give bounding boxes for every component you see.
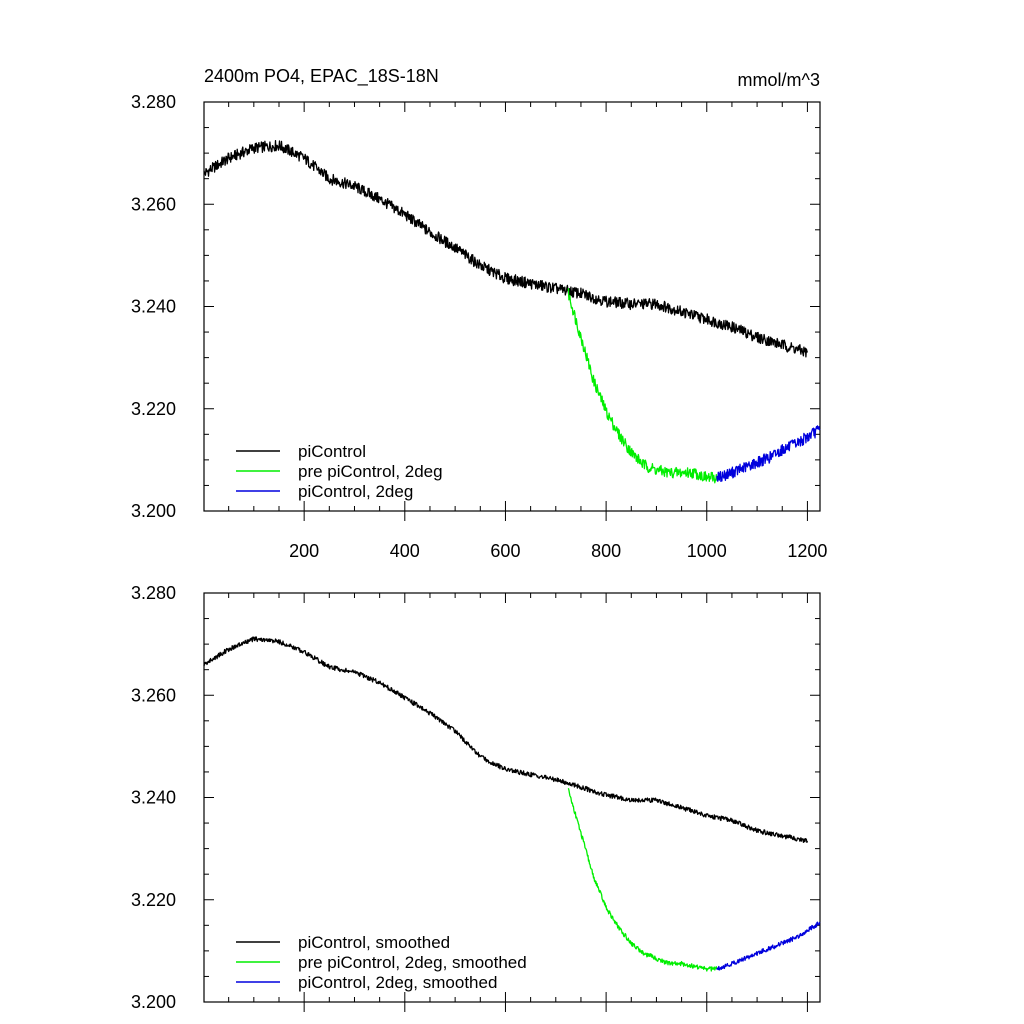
y-tick-label: 3.220 (131, 890, 176, 910)
x-tick-label: 600 (490, 541, 520, 561)
units-label: mmol/m^3 (738, 70, 820, 90)
y-tick-label: 3.200 (131, 992, 176, 1012)
legend-entry: pre piControl, 2deg, smoothed (298, 953, 527, 972)
y-tick-label: 3.220 (131, 399, 176, 419)
x-tick-label: 400 (390, 541, 420, 561)
y-tick-label: 3.200 (131, 501, 176, 521)
x-tick-label: 1000 (687, 541, 727, 561)
series-line (567, 788, 718, 972)
legend-entry: piControl, 2deg, smoothed (298, 973, 497, 992)
y-tick-label: 3.240 (131, 297, 176, 317)
plot-frame (203, 101, 821, 512)
y-tick-label: 3.260 (131, 194, 176, 214)
x-tick-label: 200 (289, 541, 319, 561)
x-tick-label: 1200 (787, 541, 827, 561)
x-tick-label: 800 (591, 541, 621, 561)
legend-entry: piControl (298, 442, 366, 461)
series-line (716, 425, 821, 482)
panel-smoothed: 3.200 3.220 3.240 3.260 3.280 piControl, smoo… (131, 583, 821, 1012)
series-line (567, 288, 718, 484)
series-line (716, 921, 821, 971)
chart-title: 2400m PO4, EPAC_18S-18N (204, 66, 439, 87)
plot-frame (203, 592, 821, 1003)
y-tick-label: 3.240 (131, 788, 176, 808)
legend-entry: pre piControl, 2deg (298, 462, 443, 481)
legend-entry: piControl, smoothed (298, 933, 450, 952)
y-tick-label: 3.280 (131, 583, 176, 603)
series-line (203, 139, 809, 358)
legend-entry: piControl, 2deg (298, 482, 413, 501)
y-tick-label: 3.280 (131, 92, 176, 112)
y-tick-label: 3.260 (131, 685, 176, 705)
panel-raw: 200 400 600 800 1000 1200 3.200 3.220 3.240 3.260… (131, 92, 827, 561)
series-line (203, 636, 809, 844)
